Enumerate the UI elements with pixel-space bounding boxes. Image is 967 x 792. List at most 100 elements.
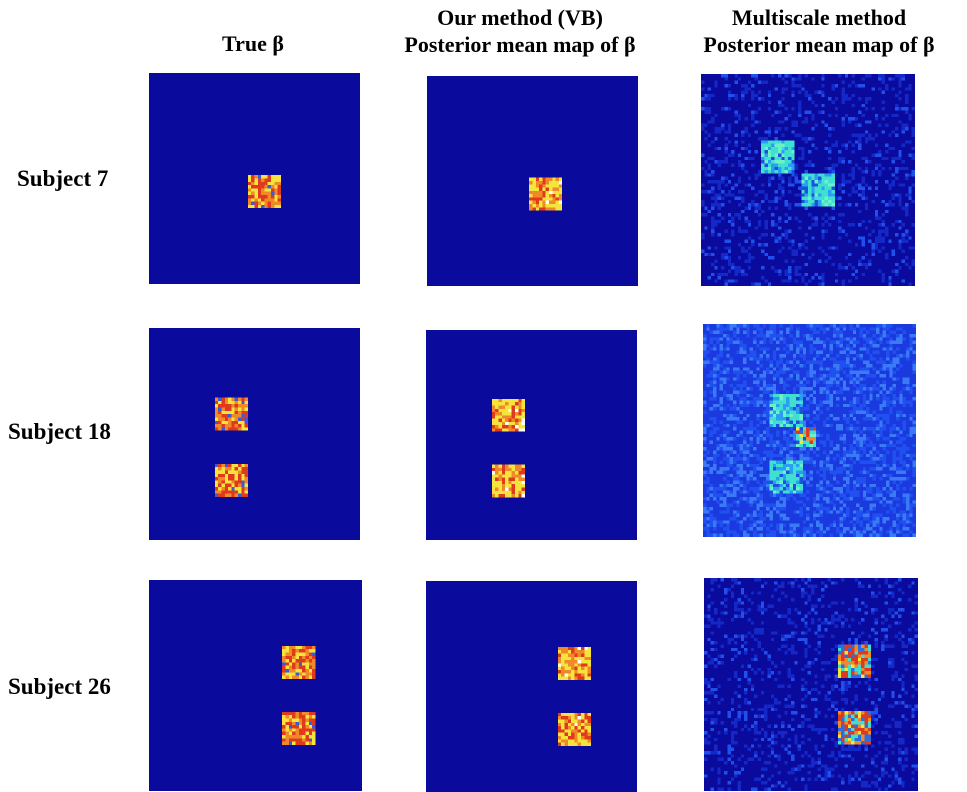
noise-cell xyxy=(861,249,865,253)
noise-cell xyxy=(868,246,872,250)
noise-cell xyxy=(884,203,889,207)
heatmap-cell xyxy=(491,474,496,478)
noise-cell xyxy=(774,203,778,207)
noise-cell xyxy=(901,87,905,91)
heatmap-cell xyxy=(238,410,242,415)
noise-cell xyxy=(714,219,718,224)
noise-cell xyxy=(908,123,912,127)
heatmap-cell xyxy=(238,493,242,497)
heatmap-cell xyxy=(521,480,525,485)
noise-cell xyxy=(834,203,839,207)
noise-cell xyxy=(858,100,862,104)
noise-cell xyxy=(871,133,875,137)
noise-cell xyxy=(878,143,882,147)
noise-cell xyxy=(908,136,912,141)
noise-cell xyxy=(784,103,788,108)
noise-cell xyxy=(864,160,869,164)
noise-cell xyxy=(838,256,842,260)
noise-cell xyxy=(834,223,839,227)
noise-cell xyxy=(868,170,872,174)
noise-cell xyxy=(784,203,788,207)
noise-cell xyxy=(818,276,822,280)
noise-cell xyxy=(714,242,718,247)
noise-cell xyxy=(786,324,790,328)
noise-cell xyxy=(871,196,875,200)
noise-cell xyxy=(884,107,889,111)
noise-cell xyxy=(714,282,718,286)
noise-cell xyxy=(838,146,842,151)
heatmap-cell xyxy=(495,428,499,432)
noise-cell xyxy=(754,160,758,164)
noise-cell xyxy=(901,80,905,84)
heatmap-cell xyxy=(244,417,248,421)
heatmap-subject7-true xyxy=(149,73,360,284)
heatmap-cell xyxy=(251,201,255,205)
noise-cell xyxy=(884,236,889,240)
noise-cell xyxy=(848,117,852,121)
heatmap-cell xyxy=(532,194,536,198)
noise-cell xyxy=(774,246,778,250)
noise-cell xyxy=(737,100,742,104)
noise-cell xyxy=(797,146,802,151)
noise-cell xyxy=(787,83,792,88)
noise-cell xyxy=(701,146,705,151)
noise-cell xyxy=(781,242,785,247)
noise-cell xyxy=(784,199,788,204)
noise-cell xyxy=(747,246,752,250)
noise-cell xyxy=(834,183,839,187)
noise-cell xyxy=(881,77,885,81)
noise-cell xyxy=(884,266,889,270)
noise-cell xyxy=(801,209,805,214)
noise-cell xyxy=(732,324,737,328)
noise-cell xyxy=(774,186,778,190)
noise-cell xyxy=(727,186,732,190)
noise-cell xyxy=(848,213,852,217)
noise-cell xyxy=(751,100,755,104)
noise-cell xyxy=(894,80,899,84)
noise-cell xyxy=(801,146,805,151)
noise-cell xyxy=(881,130,885,134)
noise-cell xyxy=(711,120,715,124)
noise-cell xyxy=(797,176,802,180)
noise-cell xyxy=(737,87,742,91)
noise-cell xyxy=(781,130,785,134)
noise-cell xyxy=(888,223,892,227)
noise-cell xyxy=(868,282,872,286)
noise-cell xyxy=(717,153,722,157)
noise-cell xyxy=(808,97,812,101)
noise-cell xyxy=(747,107,752,111)
noise-cell xyxy=(831,249,835,253)
noise-cell xyxy=(701,279,705,283)
noise-cell xyxy=(844,259,849,263)
heatmap-cell xyxy=(518,398,522,403)
noise-cell xyxy=(874,189,879,194)
noise-cell xyxy=(834,193,839,197)
heatmap-cell xyxy=(777,140,782,144)
noise-cell xyxy=(894,136,899,141)
header-true-beta-text: True β xyxy=(222,31,284,56)
noise-cell xyxy=(898,133,902,137)
noise-cell xyxy=(901,223,905,227)
noise-cell xyxy=(757,216,762,220)
noise-cell xyxy=(737,103,742,108)
noise-cell xyxy=(891,87,895,91)
noise-cell xyxy=(711,193,715,197)
noise-cell xyxy=(784,249,788,253)
heatmap-cell xyxy=(264,204,268,209)
noise-cell xyxy=(888,140,892,144)
noise-cell xyxy=(797,133,802,137)
noise-cell xyxy=(871,113,875,118)
noise-cell xyxy=(801,74,805,78)
noise-cell xyxy=(747,266,752,270)
noise-cell xyxy=(878,266,882,270)
heatmap-cell xyxy=(787,146,792,151)
heatmap-cell xyxy=(234,473,239,478)
noise-cell xyxy=(878,186,882,190)
heatmap-cell xyxy=(277,181,281,186)
heatmap-cell xyxy=(231,480,235,484)
noise-cell xyxy=(754,226,758,230)
noise-cell xyxy=(868,216,872,220)
heatmap-cell xyxy=(244,397,248,401)
noise-cell xyxy=(791,239,795,243)
noise-cell xyxy=(784,196,788,200)
